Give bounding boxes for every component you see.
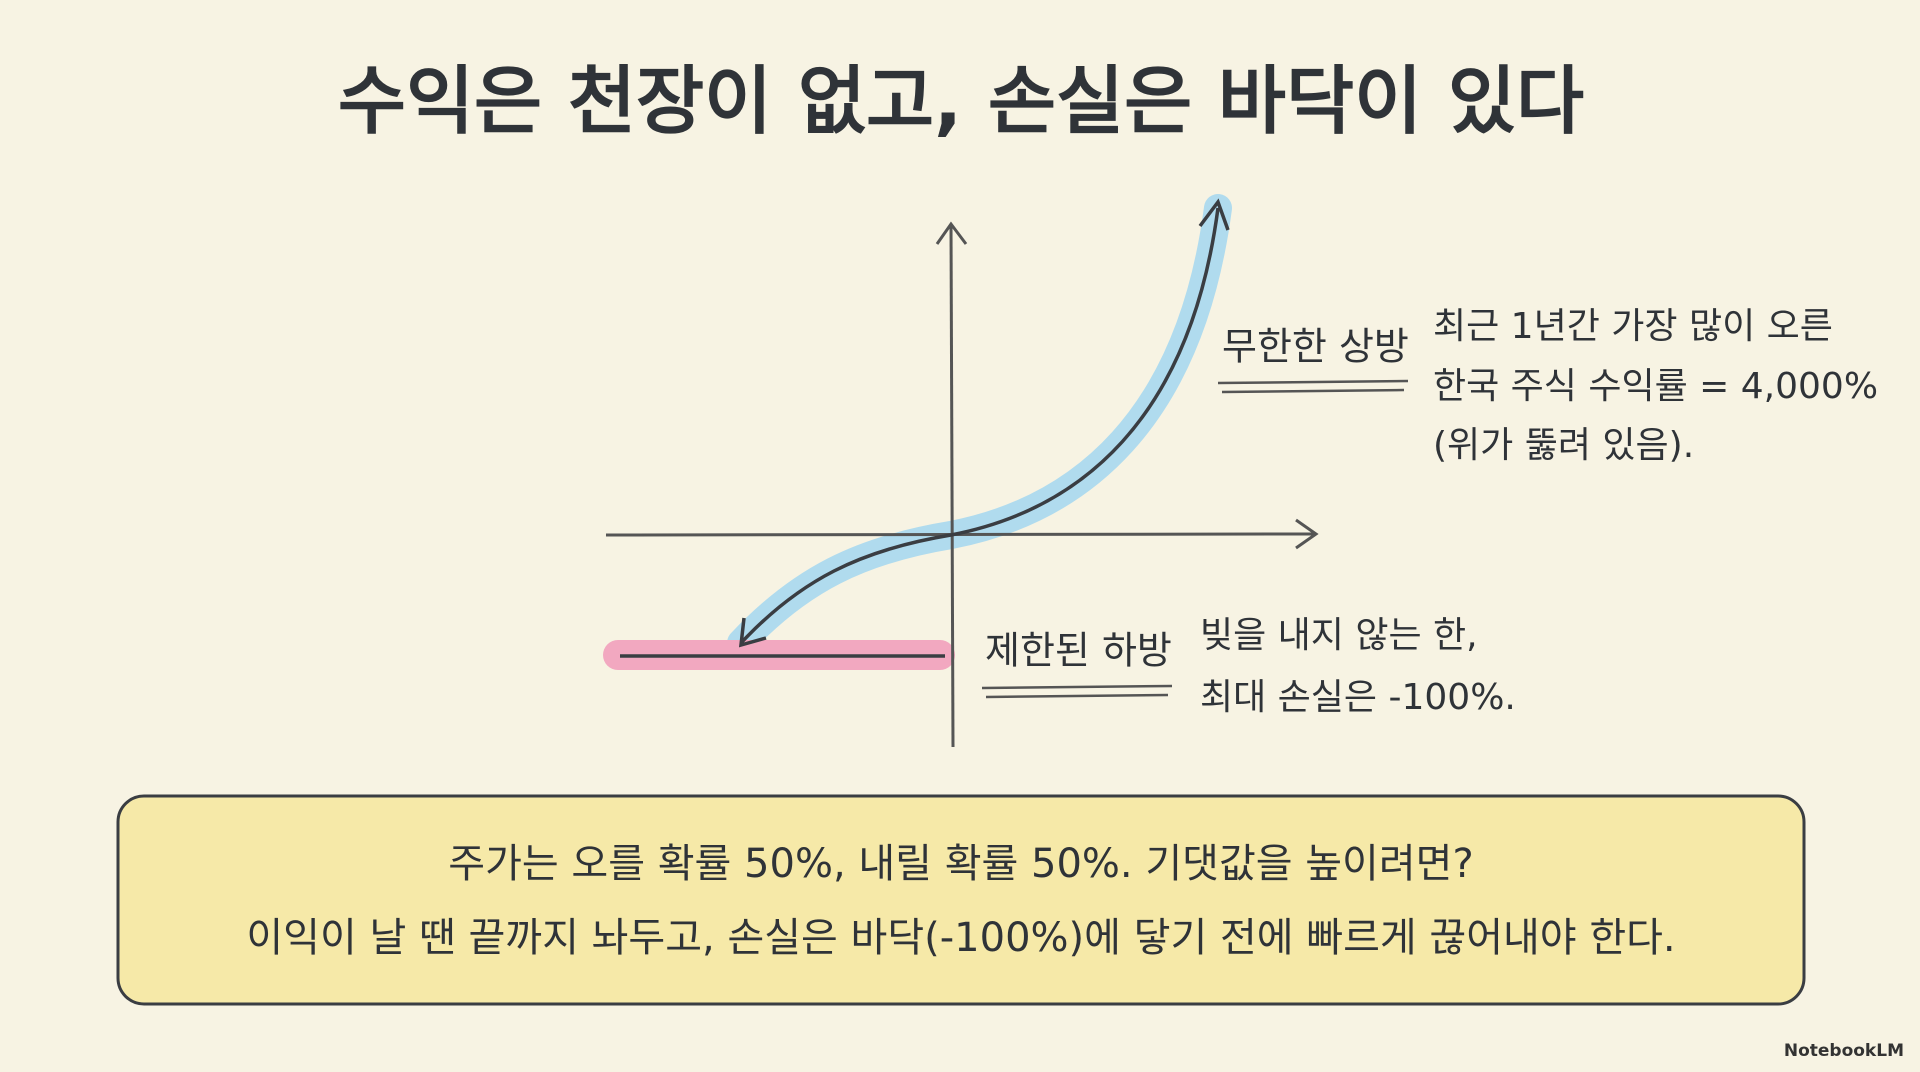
watermark: NotebookLM (1784, 1041, 1904, 1061)
upside-note: 최근 1년간 가장 많이 오른 (1433, 306, 1833, 347)
x-arrow (1295, 518, 1319, 550)
summary-box (116, 794, 1806, 1006)
y-arrow (935, 221, 968, 245)
curve (739, 207, 1220, 645)
upside-note: (위가 뚫려 있음). (1433, 425, 1694, 466)
upside-label: 무한한 상방 (1222, 325, 1409, 369)
upside-note: 한국 주식 수익률 = 4,000% (1433, 366, 1878, 407)
downside-label: 제한된 하방 (985, 629, 1172, 673)
summary-line: 이익이 날 땐 끝까지 놔두고, 손실은 바닥(-100%)에 닿기 전에 빠르… (246, 915, 1675, 961)
underline (981, 684, 1173, 699)
summary-line: 주가는 오를 확률 50%, 내릴 확률 50%. 기댓값을 높이려면? (448, 841, 1473, 887)
y-axis (949, 225, 955, 748)
downside-note: 빚을 내지 않는 한, (1200, 615, 1478, 656)
title: 수익은 천장이 없고, 손실은 바닥이 있다 (338, 59, 1584, 145)
underline (1217, 379, 1409, 394)
downside-note: 최대 손실은 -100%. (1200, 677, 1516, 718)
curve-arrow-up (1198, 198, 1230, 231)
curve-arrow-down (738, 617, 767, 648)
curve-highlight (727, 194, 1232, 657)
